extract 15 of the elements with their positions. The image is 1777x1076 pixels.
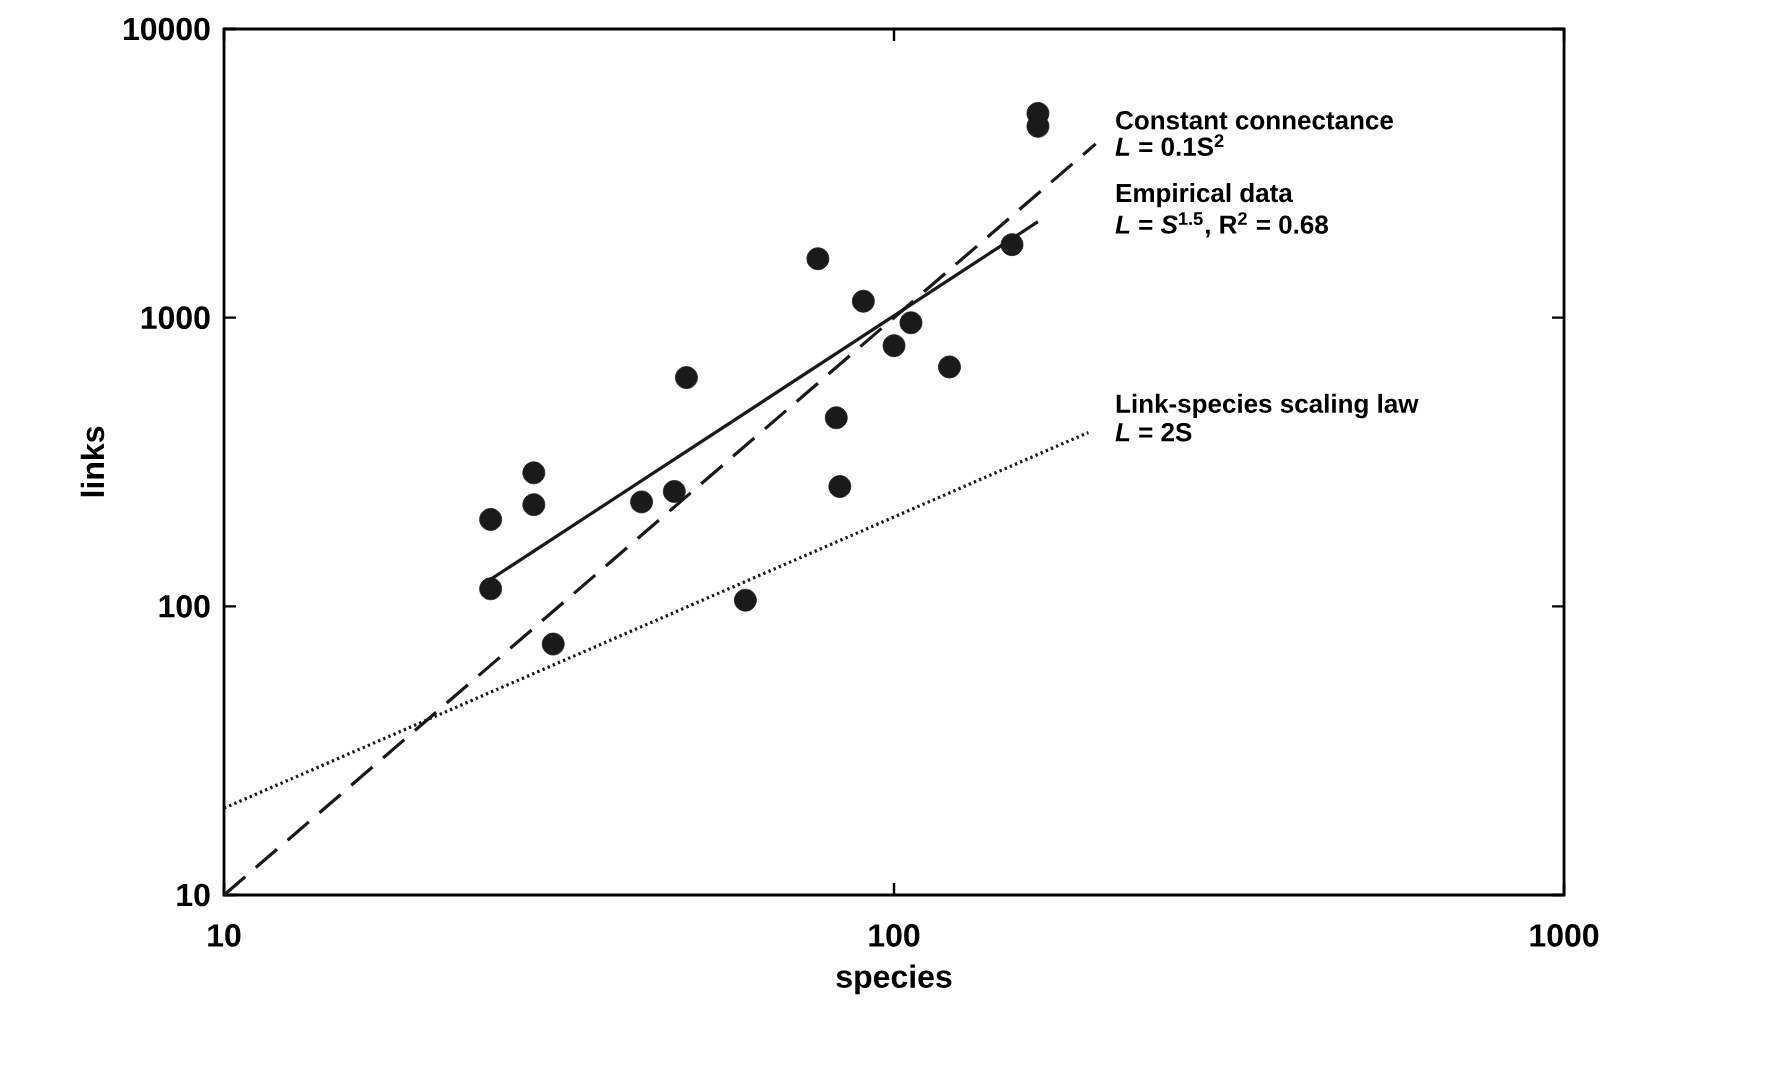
y-axis-title: links [80,426,105,497]
annotation: L = S$^{1.5}$, R$^{2}$ = 0.68 [1115,212,1328,238]
x-tick-label: 10 [208,924,241,947]
x-axis-title: species [836,964,952,995]
y-tick-label: 1000 [141,306,210,329]
x-tick-label: 1000 [1530,924,1599,947]
text: Empirical data [1116,183,1293,208]
series-label: Link-species scaling law [1116,393,1419,419]
y-tick-label: 10 [177,883,210,907]
annotation: L = 0.1S$^{2}$ [1115,134,1224,156]
series-label: Constant connectance [1116,111,1393,130]
y-tick-label: 10000 [123,17,210,41]
x-tick-label: 100 [869,924,920,947]
annotation: L = 2S [1115,422,1192,442]
y-tick-label: 100 [159,595,210,618]
